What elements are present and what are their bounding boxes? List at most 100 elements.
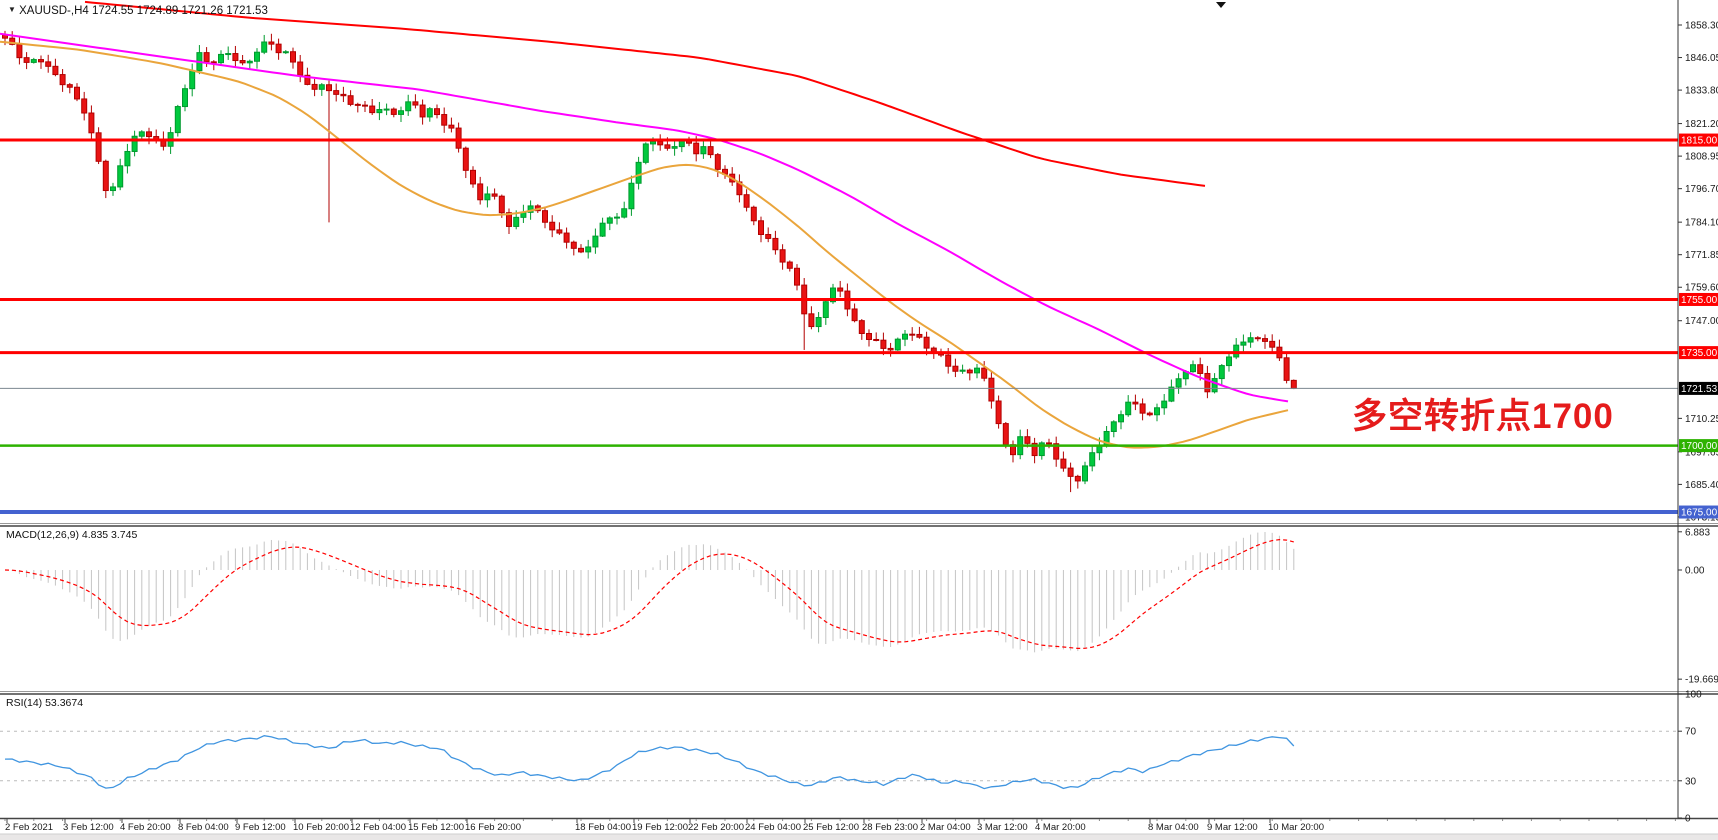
window-bottom-strip	[0, 834, 1718, 840]
candle-body	[282, 51, 289, 54]
time-axis-label: 24 Feb 04:00	[745, 822, 801, 833]
candle-body	[66, 84, 73, 88]
candle-body	[290, 51, 296, 63]
candle-body	[1226, 356, 1232, 367]
candle-body	[678, 140, 685, 148]
candle-body	[1290, 379, 1297, 389]
candle-body	[210, 61, 217, 64]
candle-body	[1283, 357, 1290, 381]
rsi-line[interactable]	[4, 735, 1295, 790]
candle-body	[275, 43, 282, 54]
price-axis-label: 1685.40	[1685, 480, 1718, 491]
candle-body	[642, 143, 649, 163]
price-axis-label: 1858.30	[1685, 21, 1718, 32]
rsi-pane	[0, 730, 1678, 790]
candle-body	[887, 347, 894, 351]
time-axis-label: 18 Feb 04:00	[575, 822, 631, 833]
macd-indicator-label: MACD(12,26,9) 4.835 3.745	[6, 529, 138, 541]
time-axis-label: 8 Mar 04:00	[1148, 822, 1199, 833]
time-axis-label: 4 Feb 20:00	[120, 822, 171, 833]
candle-body	[693, 142, 700, 155]
candle-body	[966, 369, 973, 374]
candle-body	[657, 140, 664, 146]
candle-body	[902, 333, 908, 340]
chart-title: ▼ XAUUSD-,H4 1724.55 1724.89 1721.26 172…	[8, 5, 268, 17]
candle-body	[318, 84, 325, 90]
price-badge	[1679, 133, 1718, 147]
candle-body	[146, 131, 152, 138]
time-axis-label: 16 Feb 20:00	[465, 822, 521, 833]
candle-body	[1204, 372, 1211, 393]
candle-body	[455, 127, 462, 149]
rsi-axis-label: 100	[1685, 690, 1702, 701]
candle-body	[1118, 414, 1124, 423]
candle-body	[1269, 340, 1276, 348]
price-axis-label: 1833.80	[1685, 86, 1718, 97]
candle-body	[1233, 344, 1240, 358]
candle-body	[664, 144, 671, 149]
ma-magenta[interactable]	[0, 32, 1289, 403]
candle-body	[268, 41, 275, 45]
price-axis-label: 1747.00	[1685, 316, 1718, 327]
price-badge-label: 1755.00	[1681, 295, 1718, 306]
candle-body	[1175, 378, 1182, 388]
price-axis-label: 1759.60	[1685, 283, 1718, 294]
candle-body	[909, 333, 916, 336]
price-badge-label: 1675.00	[1681, 508, 1718, 519]
price-badge	[1679, 292, 1718, 306]
time-axis-label: 9 Feb 12:00	[235, 822, 286, 833]
candle-body	[506, 212, 512, 227]
candle-body	[707, 146, 714, 156]
time-axis-label: 25 Feb 12:00	[803, 822, 859, 833]
candle-body	[606, 217, 613, 224]
candle-body	[794, 267, 800, 286]
candle-body	[131, 135, 138, 152]
candle-body	[916, 333, 923, 338]
ma-red[interactable]	[84, 0, 1206, 187]
rsi-axis-label: 70	[1685, 727, 1697, 738]
price-badge	[1679, 439, 1718, 453]
price-axis-label: 1784.10	[1685, 218, 1718, 229]
candle-body	[426, 108, 433, 118]
macd-axis-label: 0.00	[1685, 566, 1705, 577]
time-axis-label: 15 Feb 12:00	[408, 822, 464, 833]
time-axis-label: 22 Feb 20:00	[688, 822, 744, 833]
time-axis-label: 9 Mar 12:00	[1207, 822, 1258, 833]
candle-body	[470, 169, 476, 185]
time-axis-label: 2 Mar 04:00	[920, 822, 971, 833]
candle-body	[9, 37, 16, 45]
candle-body	[851, 308, 858, 322]
candle-body	[758, 220, 764, 236]
candle-body	[383, 108, 390, 111]
candle-body	[945, 354, 952, 367]
candle-body	[923, 336, 930, 349]
ma-orange[interactable]	[0, 40, 1289, 449]
price-badge	[1679, 381, 1718, 395]
candle-body	[45, 61, 52, 67]
candle-body	[1074, 475, 1081, 482]
candle-body	[815, 317, 822, 328]
candle-body	[81, 98, 88, 114]
price-badge-label: 1735.00	[1681, 348, 1718, 359]
candle-body	[995, 400, 1002, 425]
candle-body	[1046, 442, 1052, 445]
candle-body	[434, 108, 440, 116]
time-axis-label: 28 Feb 23:00	[862, 822, 918, 833]
candle-body	[124, 150, 131, 167]
time-axis-label: 3 Feb 12:00	[63, 822, 114, 833]
candle-body	[599, 222, 606, 237]
candle-body	[671, 146, 678, 149]
candle-body	[988, 377, 995, 402]
price-axis-label: 1771.85	[1685, 250, 1718, 261]
time-axis-label: 19 Feb 12:00	[632, 822, 688, 833]
candle-body	[491, 193, 498, 197]
time-axis: 2 Feb 2021 3 Feb 12:00 4 Feb 20:00 8 Feb 04…	[4, 819, 1676, 833]
scroll-end-marker-icon[interactable]	[1216, 2, 1226, 8]
candle-body	[1262, 338, 1268, 342]
candle-body	[714, 154, 721, 170]
macd-signal-line[interactable]	[4, 538, 1294, 650]
candle-body	[311, 83, 318, 90]
price-badge-label: 1700.00	[1681, 441, 1718, 452]
candle-body	[1247, 337, 1254, 343]
